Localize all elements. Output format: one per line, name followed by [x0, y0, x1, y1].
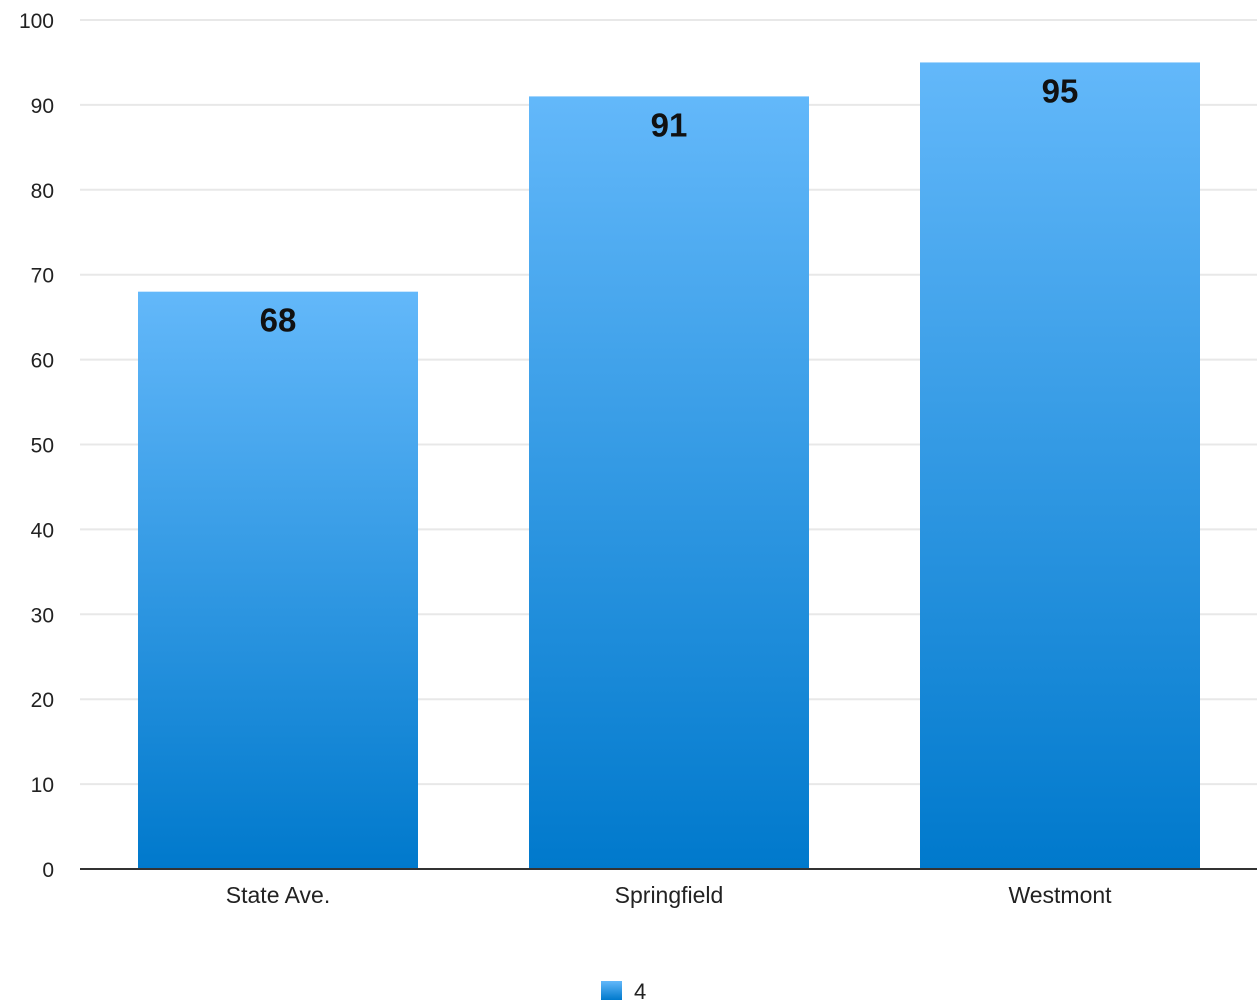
legend-label: 4	[634, 979, 646, 1004]
bar-value-label: 68	[260, 302, 297, 339]
bar-value-label: 91	[651, 106, 688, 143]
x-category-label: Springfield	[615, 882, 724, 908]
bar	[138, 291, 418, 869]
y-tick-label: 40	[31, 519, 54, 542]
y-tick-label: 30	[31, 604, 54, 627]
y-tick-label: 80	[31, 180, 54, 203]
y-tick-label: 60	[31, 350, 54, 373]
y-tick-label: 50	[31, 435, 54, 458]
y-tick-label: 0	[42, 859, 54, 882]
y-tick-label: 100	[19, 10, 54, 33]
bar	[920, 62, 1200, 869]
y-axis-ticks: 0 10 20 30 40 50 60 70 80 90 100	[19, 10, 54, 882]
y-tick-label: 20	[31, 689, 54, 712]
y-tick-label: 90	[31, 95, 54, 118]
y-tick-label: 10	[31, 774, 54, 797]
legend: 4	[601, 979, 646, 1004]
x-category-label: Westmont	[1008, 882, 1112, 908]
bar	[529, 96, 809, 869]
bars: 68 91 95	[138, 62, 1200, 869]
legend-swatch	[601, 981, 622, 1000]
x-axis-labels: State Ave. Springfield Westmont	[226, 882, 1112, 908]
bar-value-label: 95	[1042, 72, 1079, 109]
x-category-label: State Ave.	[226, 882, 330, 908]
y-tick-label: 70	[31, 265, 54, 288]
